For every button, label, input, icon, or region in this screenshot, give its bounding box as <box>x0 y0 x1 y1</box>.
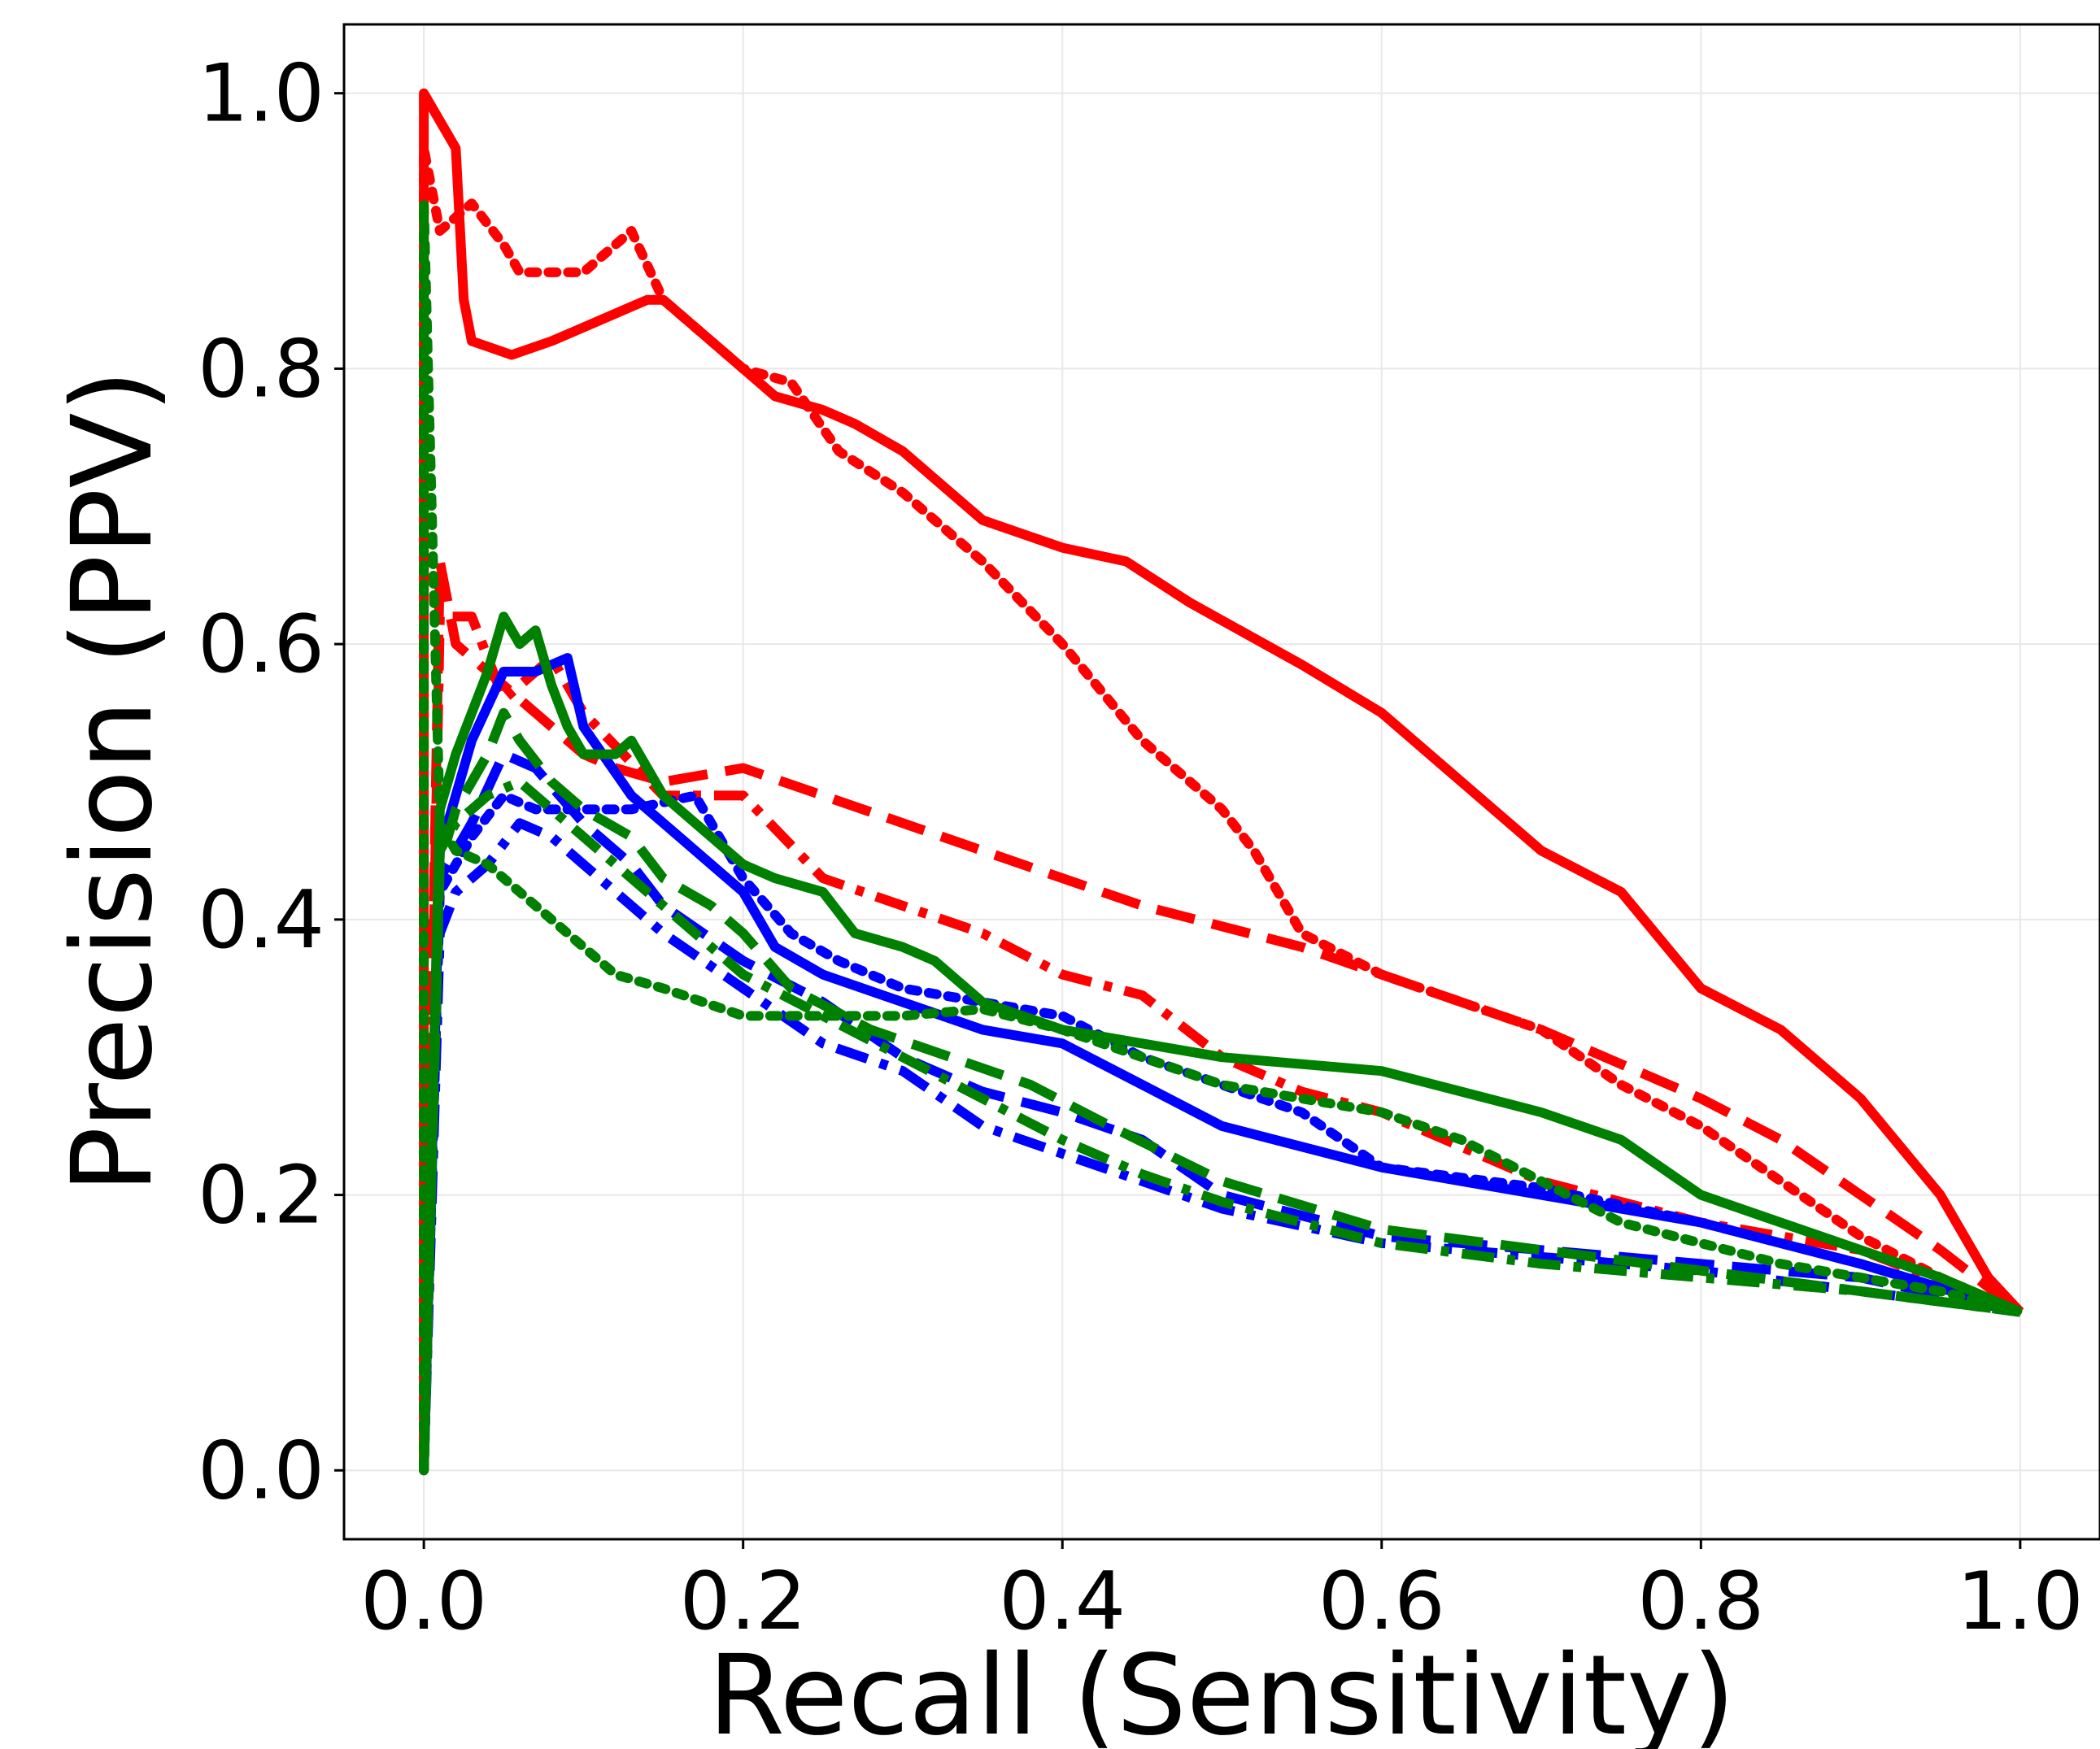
series-5-line <box>419 790 2025 1476</box>
plot-frame <box>342 23 2100 1541</box>
x-tick-label: 0.0 <box>360 1555 487 1648</box>
x-axis-title: Recall (Sensitivity) <box>708 1632 1735 1749</box>
series-2-line <box>419 556 2024 1471</box>
grid <box>344 24 2100 1539</box>
plot-curves <box>419 88 2025 1476</box>
x-tick-label: 0.2 <box>680 1555 807 1648</box>
y-axis-ticks: 0.0 0.2 0.4 0.6 0.8 1.0 <box>198 48 344 1517</box>
y-tick-label: 1.0 <box>198 48 325 141</box>
y-tick-label: 0.4 <box>198 874 325 967</box>
x-tick-label: 0.8 <box>1637 1555 1764 1648</box>
x-tick-label: 0.4 <box>999 1555 1126 1648</box>
x-tick-label: 0.6 <box>1318 1555 1445 1648</box>
series-6-line <box>419 749 2022 1471</box>
y-axis-title: Precision (PPV) <box>49 369 177 1193</box>
series-11-line <box>419 777 2021 1471</box>
series-1-line <box>419 143 2025 1476</box>
y-tick-label: 0.8 <box>198 323 325 415</box>
x-tick-label: 1.0 <box>1957 1555 2084 1648</box>
series-0-line <box>419 88 2024 1471</box>
y-tick-label: 0.0 <box>198 1425 325 1517</box>
series-4-line <box>419 653 2022 1471</box>
y-tick-label: 0.2 <box>198 1150 325 1242</box>
series-9-line <box>419 198 2025 1476</box>
y-tick-label: 0.6 <box>198 598 325 691</box>
x-axis-ticks: 0.0 0.2 0.4 0.6 0.8 1.0 <box>360 1539 2084 1648</box>
series-8-line <box>419 611 2023 1471</box>
series-3-line <box>419 611 2023 1471</box>
series-10-line <box>419 707 2021 1471</box>
